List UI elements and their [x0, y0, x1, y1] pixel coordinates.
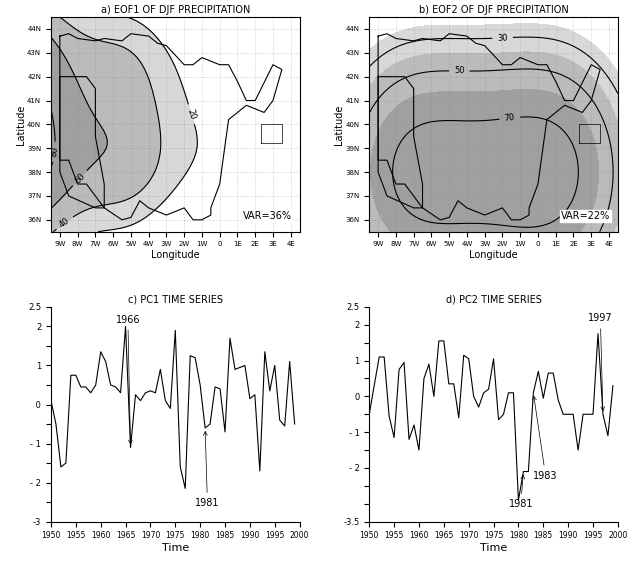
- Text: 1966: 1966: [115, 315, 140, 444]
- Title: d) PC2 TIME SERIES: d) PC2 TIME SERIES: [446, 295, 541, 304]
- Text: 80: 80: [50, 146, 60, 158]
- X-axis label: Longitude: Longitude: [151, 250, 199, 260]
- Text: 1983: 1983: [533, 396, 558, 481]
- Title: c) PC1 TIME SERIES: c) PC1 TIME SERIES: [128, 295, 223, 304]
- X-axis label: Time: Time: [162, 543, 189, 553]
- Text: 1981: 1981: [508, 475, 533, 509]
- X-axis label: Longitude: Longitude: [469, 250, 518, 260]
- Title: a) EOF1 OF DJF PRECIPITATION: a) EOF1 OF DJF PRECIPITATION: [101, 5, 250, 15]
- Y-axis label: Latitude: Latitude: [334, 104, 344, 145]
- Text: 40: 40: [58, 216, 71, 230]
- Title: b) EOF2 OF DJF PRECIPITATION: b) EOF2 OF DJF PRECIPITATION: [419, 5, 568, 15]
- Text: VAR=22%: VAR=22%: [561, 211, 610, 221]
- Text: VAR=36%: VAR=36%: [243, 211, 292, 221]
- Text: 1981: 1981: [195, 431, 220, 508]
- Text: 60: 60: [73, 171, 87, 185]
- Text: 1997: 1997: [588, 313, 613, 411]
- Y-axis label: Latitude: Latitude: [15, 104, 25, 145]
- X-axis label: Time: Time: [480, 543, 507, 553]
- Text: 30: 30: [497, 33, 508, 43]
- Text: 50: 50: [454, 66, 464, 75]
- Text: 70: 70: [504, 113, 515, 123]
- Text: 20: 20: [185, 108, 197, 121]
